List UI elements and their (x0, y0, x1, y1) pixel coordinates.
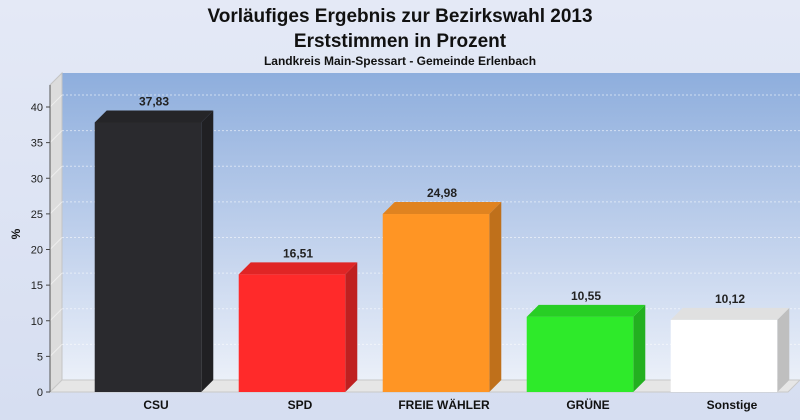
bar-top (238, 262, 358, 275)
chart-caption: Landkreis Main-Spessart - Gemeinde Erlen… (264, 54, 536, 68)
grid-line-side (49, 94, 63, 108)
y-tick-label: 20 (31, 245, 43, 257)
bar-value-label: 10,12 (715, 292, 745, 306)
y-tick-label: 15 (31, 280, 43, 292)
bar-value-label: 16,51 (283, 246, 313, 260)
grid-line-side (49, 344, 63, 357)
grid-line-side (49, 130, 63, 143)
plot-side-wall (49, 71, 63, 394)
bar-top (94, 110, 214, 123)
bar (238, 274, 346, 392)
bar-top (526, 304, 646, 317)
grid-line-side (49, 272, 63, 286)
x-tick-label: GRÜNE (566, 397, 609, 412)
bar-value-label: 37,83 (139, 94, 169, 108)
bar-value-label: 10,55 (571, 289, 601, 303)
bar-group (670, 307, 790, 392)
x-tick-label: FREIE WÄHLER (398, 397, 490, 412)
bar-side (633, 304, 646, 392)
grid-line-side (49, 308, 63, 322)
bar-group (382, 202, 502, 392)
bar (382, 214, 490, 392)
x-tick-label: SPD (288, 398, 313, 412)
bar (670, 319, 778, 392)
y-tick-label: 40 (31, 102, 43, 114)
x-tick-label: Sonstige (707, 398, 758, 412)
chart-title: Vorläufiges Ergebnis zur Bezirkswahl 201… (207, 6, 592, 27)
bar-side (777, 307, 790, 392)
bar (526, 316, 634, 392)
y-tick-label: 25 (31, 209, 43, 221)
grid-line-side (49, 201, 63, 215)
bar-side (489, 202, 502, 392)
x-tick-label: CSU (143, 398, 168, 412)
y-tick-label: 5 (37, 351, 43, 363)
y-tick-label: 35 (31, 138, 43, 150)
grid-line-side (49, 237, 63, 250)
y-axis-label: % (9, 228, 23, 239)
bar-group (526, 304, 646, 392)
bar-top (382, 202, 502, 215)
y-tick-label: 0 (37, 387, 43, 399)
bar (94, 122, 202, 393)
y-tick-label: 10 (31, 316, 43, 328)
bar-side (345, 262, 358, 392)
bar-top (670, 307, 790, 320)
bar-side (201, 110, 214, 393)
plot-area: 0 5 10 15 20 25 30 35 40 37,83 CSU 16,51 SPD 24,98 FRE… (31, 71, 800, 412)
bar-value-label: 24,98 (427, 186, 457, 200)
grid-line-side (49, 165, 63, 179)
bar-group (238, 262, 358, 392)
bar-group (94, 110, 214, 393)
chart-subtitle: Erststimmen in Prozent (294, 31, 507, 52)
y-tick-label: 30 (31, 173, 43, 185)
